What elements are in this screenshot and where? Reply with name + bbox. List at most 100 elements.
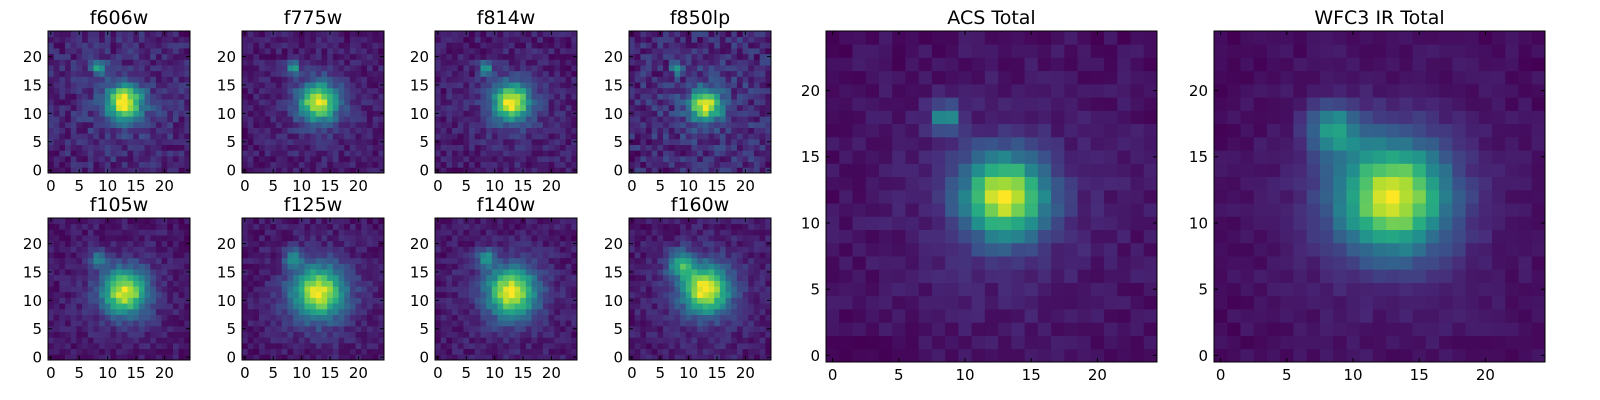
heatmap-cell bbox=[702, 65, 709, 72]
heatmap-cell bbox=[293, 48, 300, 55]
heatmap-cell bbox=[281, 223, 288, 230]
heatmap-cell bbox=[685, 155, 692, 163]
heatmap-cell bbox=[497, 87, 504, 94]
heatmap-cell bbox=[514, 104, 521, 111]
heatmap-cell bbox=[276, 235, 283, 242]
heatmap-cell bbox=[293, 342, 300, 350]
heatmap-cell bbox=[731, 65, 738, 72]
heatmap-cell bbox=[270, 116, 277, 123]
heatmap-cell bbox=[287, 303, 294, 310]
heatmap-cell bbox=[48, 291, 55, 298]
y-tick-label: 15 bbox=[410, 76, 429, 94]
heatmap-cell bbox=[571, 280, 578, 287]
heatmap-cell bbox=[327, 53, 334, 60]
heatmap-cell bbox=[127, 161, 134, 168]
heatmap-cell bbox=[520, 280, 527, 287]
heatmap-cell bbox=[276, 53, 283, 60]
heatmap-cell bbox=[144, 93, 151, 100]
heatmap-cell bbox=[184, 93, 191, 100]
heatmap-cell bbox=[76, 161, 83, 168]
heatmap-cell bbox=[731, 337, 738, 344]
heatmap-cell bbox=[99, 42, 106, 49]
heatmap-cell bbox=[531, 303, 538, 310]
heatmap-cell bbox=[121, 297, 128, 304]
heatmap-cell bbox=[167, 308, 174, 315]
heatmap-cell bbox=[742, 121, 749, 128]
heatmap-cell bbox=[116, 144, 123, 151]
heatmap-cell bbox=[651, 303, 658, 310]
heatmap-cell bbox=[537, 257, 544, 264]
heatmap-cell bbox=[127, 218, 134, 225]
heatmap-cell bbox=[178, 257, 185, 264]
heatmap-cell bbox=[361, 297, 368, 304]
heatmap-cell bbox=[184, 308, 191, 315]
heatmap-cell bbox=[247, 218, 254, 225]
heatmap-cell bbox=[508, 303, 515, 310]
heatmap-cell bbox=[491, 87, 498, 94]
heatmap-cell bbox=[668, 116, 675, 123]
heatmap-cell bbox=[537, 297, 544, 304]
heatmap-cell bbox=[327, 121, 334, 128]
heatmap-cell bbox=[121, 31, 128, 38]
heatmap-cell bbox=[293, 257, 300, 264]
heatmap-cell bbox=[657, 59, 664, 66]
heatmap-cell bbox=[99, 133, 106, 140]
heatmap-cell bbox=[520, 342, 527, 350]
heatmap-cell bbox=[440, 138, 447, 145]
heatmap-cell bbox=[270, 280, 277, 287]
heatmap-cell bbox=[304, 337, 311, 344]
heatmap-cell bbox=[457, 331, 464, 338]
heatmap-cell bbox=[321, 246, 328, 253]
heatmap-cell bbox=[685, 308, 692, 315]
heatmap-cell bbox=[440, 161, 447, 168]
heatmap-cell bbox=[765, 348, 772, 355]
heatmap-cell bbox=[765, 116, 772, 123]
heatmap-cell bbox=[310, 121, 317, 128]
heatmap-cell bbox=[463, 291, 470, 298]
heatmap-cell bbox=[440, 269, 447, 276]
heatmap-cell bbox=[474, 110, 481, 117]
heatmap-cell bbox=[469, 76, 476, 83]
heatmap-cell bbox=[503, 291, 510, 298]
heatmap-cell bbox=[697, 31, 704, 38]
heatmap-cell bbox=[463, 42, 470, 49]
heatmap-cell bbox=[247, 342, 254, 350]
heatmap-cell bbox=[65, 48, 72, 55]
heatmap-cell bbox=[133, 348, 140, 355]
heatmap-cell bbox=[110, 297, 117, 304]
heatmap-cell bbox=[435, 280, 442, 287]
heatmap-cell bbox=[372, 348, 379, 355]
heatmap-cell bbox=[486, 229, 493, 236]
heatmap-cell bbox=[110, 308, 117, 315]
heatmap-cell bbox=[110, 303, 117, 310]
heatmap-cell bbox=[629, 320, 636, 327]
heatmap-cell bbox=[657, 121, 664, 128]
heatmap-cell bbox=[144, 116, 151, 123]
heatmap-cell bbox=[155, 257, 162, 264]
heatmap-cell bbox=[372, 263, 379, 270]
heatmap-cell bbox=[184, 104, 191, 111]
heatmap-cell bbox=[714, 70, 721, 77]
heatmap-cell bbox=[565, 167, 572, 174]
heatmap-cell bbox=[446, 257, 453, 264]
heatmap-cell bbox=[349, 42, 356, 49]
heatmap-cell bbox=[310, 218, 317, 225]
heatmap-cell bbox=[172, 76, 180, 83]
heatmap-cell bbox=[150, 36, 157, 43]
heatmap-cell bbox=[155, 121, 162, 128]
heatmap-cell bbox=[497, 286, 504, 293]
heatmap-cell bbox=[76, 269, 83, 276]
heatmap-cell bbox=[355, 76, 362, 83]
heatmap-cell bbox=[110, 246, 117, 253]
heatmap-cell bbox=[491, 303, 498, 310]
heatmap-cell bbox=[167, 42, 174, 49]
heatmap-cell bbox=[554, 218, 561, 225]
heatmap-cell bbox=[349, 150, 356, 157]
heatmap-cell bbox=[685, 127, 692, 134]
heatmap-cell bbox=[691, 138, 698, 145]
x-tick-label: 10 bbox=[98, 177, 117, 195]
heatmap-cell bbox=[663, 127, 670, 134]
heatmap-cell bbox=[287, 127, 294, 134]
heatmap-cell bbox=[167, 127, 174, 134]
heatmap-cell bbox=[321, 308, 328, 315]
